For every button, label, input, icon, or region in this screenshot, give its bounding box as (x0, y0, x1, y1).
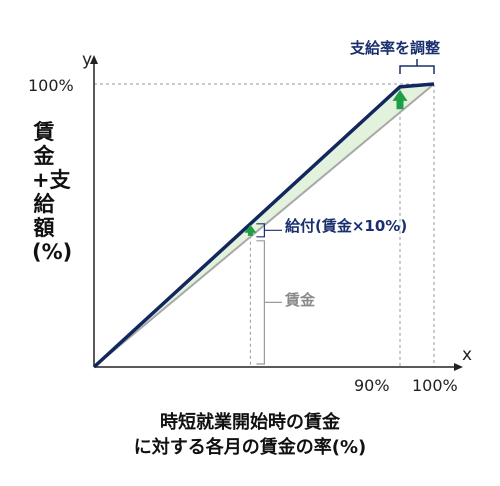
adjust-bracket (399, 65, 435, 74)
wage-plus-benefit-line (92, 82, 435, 369)
benefit-annotation: 給付(賃金×10%) (285, 217, 408, 235)
y-axis-arrowhead (90, 55, 98, 64)
x-tick-label-90: 90% (354, 376, 390, 395)
adjust-rate-annotation: 支給率を調整 (350, 39, 441, 57)
x-axis-letter: x (462, 345, 473, 365)
x-axis-title-line-1: 時短就業開始時の賃金 (160, 412, 340, 433)
x-axis-arrowhead (454, 363, 463, 371)
wage-annotation: 賃金 (285, 291, 316, 309)
y-axis-title: 賃金+支給額(%) (32, 120, 73, 264)
y-tick-label-100: 100% (28, 76, 74, 95)
wage-bracket (256, 240, 265, 365)
benefit-arrow (244, 224, 257, 236)
y-axis-letter: y (82, 50, 93, 70)
x-axis-title-line-2: に対する各月の賃金の率(%) (133, 437, 367, 458)
adjust-arrow (392, 89, 408, 110)
x-tick-label-100: 100% (412, 376, 458, 395)
